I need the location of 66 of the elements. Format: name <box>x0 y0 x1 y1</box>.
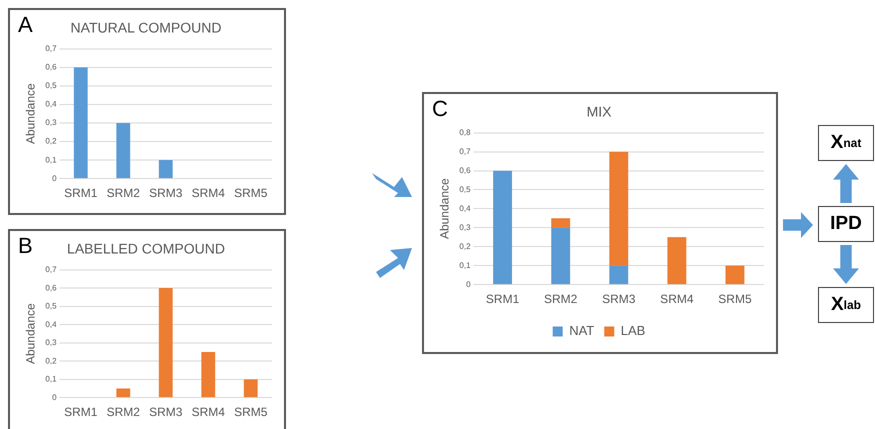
y-tick-label: 0,7 <box>45 265 58 274</box>
y-tick-label: 0,3 <box>45 338 58 348</box>
y-tick-label: 0 <box>466 280 472 289</box>
y-axis-title: Abundance <box>24 83 38 144</box>
bar <box>158 160 173 178</box>
chart-title: MIX <box>586 103 612 120</box>
bar <box>74 67 88 178</box>
y-tick-label: 0,6 <box>45 283 58 292</box>
y-axis-title: Abundance <box>24 303 38 364</box>
y-tick-label: 0,5 <box>45 302 58 311</box>
y-tick-label: 0,3 <box>459 222 472 232</box>
x-tick-label: SRM4 <box>660 292 694 306</box>
y-tick-label: 0,2 <box>45 356 58 366</box>
x-tick-label: SRM1 <box>64 405 98 420</box>
y-tick-label: 0,1 <box>459 260 472 270</box>
x-tick-label: SRM5 <box>718 292 752 306</box>
x-tick-label: SRM5 <box>234 186 268 200</box>
x-tick-label: SRM1 <box>486 292 520 306</box>
x-tick-label: SRM3 <box>602 292 636 306</box>
y-tick-label: 0,4 <box>45 100 58 109</box>
y-tick-label: 0,1 <box>45 155 58 164</box>
y-tick-label: 0,3 <box>45 118 58 128</box>
bar <box>667 237 686 284</box>
y-tick-label: 0,4 <box>459 204 472 213</box>
y-tick-label: 0,2 <box>45 136 58 146</box>
x-tick-label: SRM2 <box>544 292 578 306</box>
x-tick-label: SRM2 <box>106 186 140 200</box>
y-tick-label: 0,5 <box>459 184 472 194</box>
y-tick-label: 0,4 <box>45 320 58 329</box>
y-tick-label: 0,6 <box>45 62 58 72</box>
bar <box>551 218 570 228</box>
y-tick-label: 0,6 <box>459 166 472 175</box>
x-tick-label: SRM3 <box>149 186 183 200</box>
text: B <box>18 233 33 259</box>
y-tick-label: 0 <box>52 174 58 183</box>
y-tick-label: 0,1 <box>45 374 58 384</box>
legend-label: LAB <box>620 323 646 338</box>
x-tick-label: SRM4 <box>192 186 226 200</box>
y-tick-label: 0,7 <box>45 44 58 54</box>
x-tick-label: SRM1 <box>64 186 98 200</box>
y-tick-label: 0,8 <box>459 128 472 138</box>
y-tick-label: 0,7 <box>459 146 472 156</box>
y-axis-title: Abundance <box>438 178 452 240</box>
bar <box>158 288 173 398</box>
bar <box>609 152 628 266</box>
bar <box>116 388 130 398</box>
text: IPD <box>818 206 874 242</box>
chart-title: LABELLED COMPOUND <box>67 240 225 256</box>
legend-label: NAT <box>569 323 594 338</box>
y-tick-label: 0 <box>52 392 58 402</box>
text: C <box>432 96 448 122</box>
bar <box>201 352 216 398</box>
bar <box>244 379 258 398</box>
bar <box>609 266 628 284</box>
text: A <box>18 12 33 38</box>
bar <box>116 122 130 178</box>
bar <box>726 266 744 284</box>
x-tick-label: SRM3 <box>149 405 183 420</box>
y-tick-label: 0,5 <box>45 81 58 90</box>
bar <box>493 170 512 284</box>
bar <box>551 228 570 284</box>
x-tick-label: SRM2 <box>106 405 140 420</box>
y-tick-label: 0,2 <box>459 242 472 251</box>
chart-title: NATURAL COMPOUND <box>70 19 222 36</box>
x-tick-label: SRM5 <box>234 405 268 420</box>
x-tick-label: SRM4 <box>192 405 226 420</box>
